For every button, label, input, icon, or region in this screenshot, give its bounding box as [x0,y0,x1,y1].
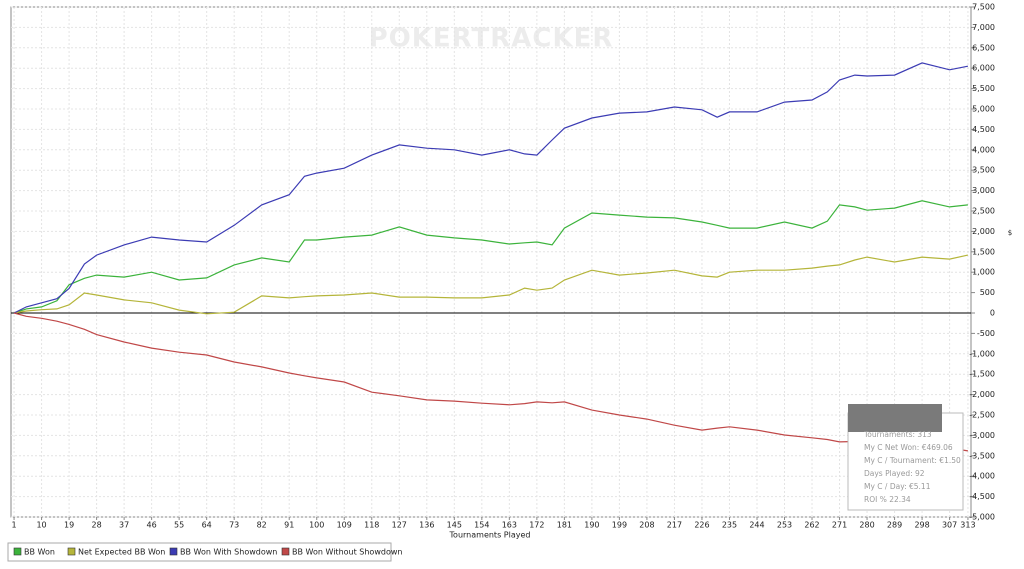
y-tick-label: -1,500 [969,370,995,379]
x-tick-label: 262 [804,521,819,530]
watermark: POKERTRACKER [369,24,614,54]
x-tick-label: 100 [309,521,324,530]
y-tick-label: 2,500 [972,207,995,216]
x-tick-label: 271 [832,521,847,530]
y-tick-label: 5,000 [972,105,995,114]
legend-label: Net Expected BB Won [78,548,165,557]
x-tick-label: 289 [887,521,902,530]
x-tick-label: 181 [557,521,572,530]
stats-box: Tournaments: 313 My C Net Won: €469.06 My … [847,404,964,511]
stats-line: Tournaments: 313 [863,430,932,439]
stats-line: Days Played: 92 [864,469,925,478]
legend-swatch [281,547,290,556]
y-tick-label: 500 [980,288,995,297]
legend-swatch [13,547,22,556]
x-tick-label: 118 [364,521,379,530]
y-tick-label: 1,500 [972,247,995,256]
legend-swatch [169,547,178,556]
y-tick-label: 4,500 [972,125,995,134]
x-tick-label: 19 [64,521,74,530]
x-tick-label: 55 [174,521,184,530]
y-tick-label: -3,000 [969,431,995,440]
series-line [14,254,969,315]
x-axis-label: Tournaments Played [449,531,531,540]
y-tick-label: -1,000 [969,349,995,358]
x-tick-label: 1 [12,521,17,530]
y-axis-label: $ [1008,229,1012,237]
series-line [13,200,968,314]
x-tick-label: 127 [392,521,407,530]
series-line [13,62,969,314]
legend-label: BB Won [24,548,55,557]
y-tick-label: 6,000 [972,64,995,73]
y-tick-label: -5,000 [969,513,995,522]
x-tick-label: 172 [529,521,544,530]
stats-line: ROI % 22.34 [864,495,911,504]
x-tick-label: 10 [36,521,46,530]
y-tick-label: 3,000 [972,186,995,195]
legend-label: BB Won Without Showdown [292,548,402,557]
grid: 7,500 7,000 6,500 6,000 5,500 5,000 4,500 4,000… [11,3,995,530]
y-tick-label: 3,500 [972,166,995,175]
series-line [13,312,968,452]
x-tick-label: 253 [777,521,792,530]
x-tick-label: 313 [960,521,975,530]
x-tick-label: 37 [119,521,129,530]
x-tick-label: 280 [859,521,874,530]
x-tick-label: 46 [147,521,157,530]
x-tick-label: 28 [92,521,102,530]
y-tick-label: 2,000 [972,227,995,236]
y-tick-label: -500 [977,329,995,338]
y-tick-label: -4,500 [969,492,995,501]
y-tick-label: -2,500 [969,411,995,420]
x-tick-label: 244 [749,521,764,530]
x-tick-label: 199 [612,521,627,530]
x-tick-label: 307 [942,521,957,530]
y-tick-label: 5,500 [972,84,995,93]
y-tick-label: 0 [990,309,995,318]
y-tick-label: 4,000 [972,145,995,154]
stats-line: My C / Tournament: €1.50 [864,456,961,465]
legend-swatch [67,547,76,556]
legend-label: BB Won With Showdown [180,548,277,557]
x-tick-label: 217 [667,521,682,530]
x-tick-label: 298 [914,521,929,530]
x-tick-label: 145 [447,521,462,530]
y-tick-label: -3,500 [969,451,995,460]
stats-line: My C Net Won: €469.06 [864,443,953,452]
y-tick-label: 1,000 [972,268,995,277]
x-tick-label: 82 [257,521,267,530]
x-tick-label: 163 [502,521,517,530]
x-tick-label: 91 [284,521,294,530]
y-tick-label: 7,500 [972,3,995,12]
x-tick-label: 226 [694,521,709,530]
y-tick-label: -2,000 [969,390,995,399]
y-tick-label: 6,500 [972,43,995,52]
x-tick-label: 73 [229,521,239,530]
legend-frame [7,542,392,562]
x-tick-label: 190 [584,521,599,530]
y-tick-label: 7,000 [972,23,995,32]
x-tick-label: 208 [639,521,654,530]
x-tick-label: 64 [202,521,212,530]
y-tick-label: -4,000 [969,472,995,481]
stats-header [848,404,942,432]
x-tick-label: 136 [419,521,434,530]
stats-line: My C / Day: €5.11 [864,482,931,491]
x-tick-label: 235 [722,521,737,530]
x-tick-label: 154 [474,521,489,530]
legend: BB Won Net Expected BB Won BB Won With Sho… [7,542,402,562]
x-tick-label: 109 [337,521,352,530]
lines [13,62,969,452]
